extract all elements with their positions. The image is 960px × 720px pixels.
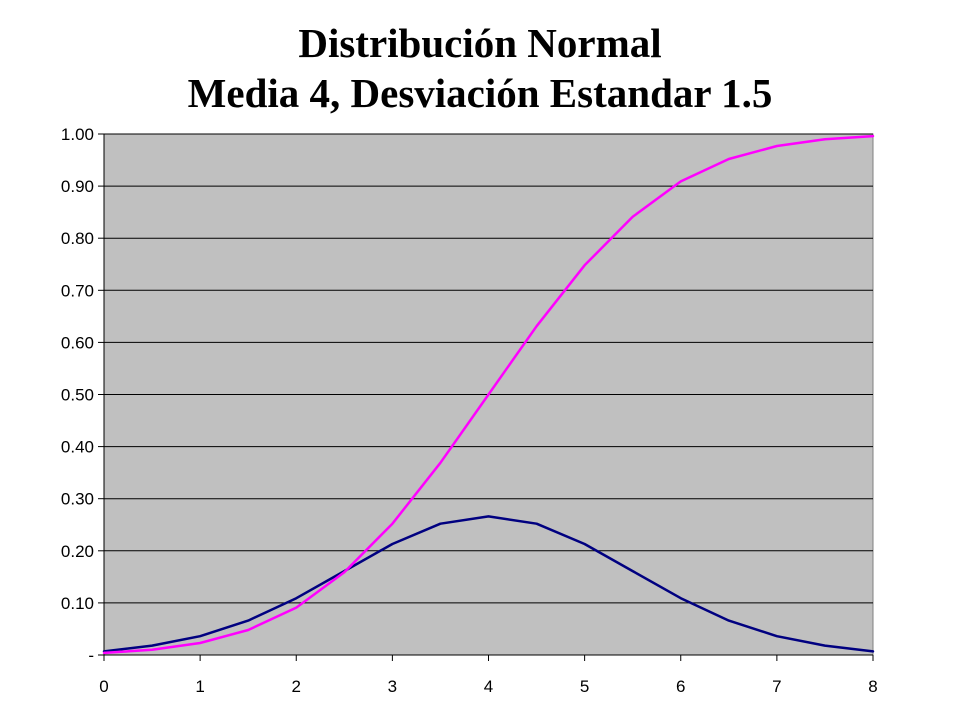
- y-tick-label: 0.20: [61, 542, 94, 561]
- y-tick-label: 1.00: [61, 125, 94, 144]
- y-tick-label: 0.60: [61, 333, 94, 352]
- x-tick-label: 2: [292, 677, 301, 696]
- chart-title-line2: Media 4, Desviación Estandar 1.5: [187, 70, 773, 116]
- x-tick-label: 3: [388, 677, 397, 696]
- x-tick-label: 5: [580, 677, 589, 696]
- y-tick-label: 0.10: [61, 594, 94, 613]
- y-tick-label: 0.40: [61, 438, 94, 457]
- y-tick-label: 0.90: [61, 177, 94, 196]
- y-tick-label: 0.50: [61, 386, 94, 405]
- x-tick-label: 0: [99, 677, 108, 696]
- x-tick-label: 4: [484, 677, 493, 696]
- series-layer: [102, 134, 875, 655]
- x-tick-label: 6: [676, 677, 685, 696]
- y-tick-label: 0.30: [61, 490, 94, 509]
- y-tick-label: -: [88, 646, 94, 665]
- y-tick-label: 0.70: [61, 281, 94, 300]
- x-tick-label: 7: [772, 677, 781, 696]
- x-tick-label: 8: [868, 677, 877, 696]
- pdf-series-line: [102, 515, 875, 653]
- x-tick-label: 1: [195, 677, 204, 696]
- y-tick-label: 0.80: [61, 229, 94, 248]
- chart-title-line1: Distribución Normal: [298, 20, 662, 66]
- chart-title: Distribución Normal Media 4, Desviación …: [0, 18, 960, 118]
- cdf-series-line: [102, 134, 875, 655]
- tick-labels: - 0.10 0.20 0.30 0.40 0.50 0.60 0.70 0.80 0.90 1.0…: [61, 125, 878, 696]
